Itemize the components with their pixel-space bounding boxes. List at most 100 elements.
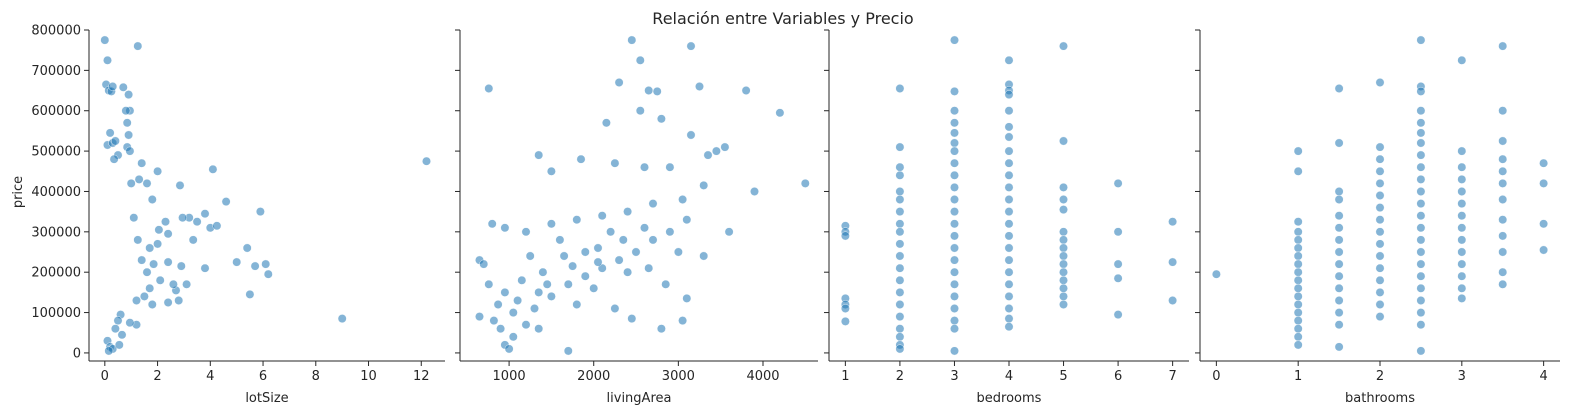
scatter-point	[1375, 312, 1385, 322]
scatter-point	[699, 251, 709, 261]
scatter-point	[652, 86, 662, 96]
scatter-point	[593, 257, 603, 267]
scatter-point	[154, 225, 164, 235]
scatter-point	[110, 136, 120, 146]
scatter-point	[1416, 235, 1426, 245]
scatter-point	[139, 291, 149, 301]
x-axis-label: lotSize	[245, 391, 288, 406]
scatter-point	[840, 231, 850, 241]
y-tick-label: 800000	[31, 24, 81, 39]
scatter-point	[750, 187, 759, 196]
scatter-point	[895, 312, 905, 322]
scatter-point	[644, 263, 654, 273]
scatter-point	[1293, 251, 1303, 261]
scatter-point	[686, 41, 696, 51]
scatter-point	[517, 275, 527, 285]
scatter-point	[1059, 275, 1068, 285]
scatter-point	[182, 279, 192, 289]
scatter-point	[576, 154, 586, 164]
scatter-point	[1334, 320, 1344, 330]
scatter-point	[699, 180, 709, 190]
scatter-point	[1004, 304, 1014, 313]
scatter-point	[1416, 106, 1426, 116]
scatter-point	[110, 324, 120, 334]
scatter-point	[1416, 138, 1426, 148]
scatter-point	[627, 35, 637, 45]
scatter-point	[682, 215, 692, 225]
scatter-point	[1457, 259, 1467, 269]
scatter-point	[1498, 279, 1508, 289]
scatter-point	[1457, 174, 1467, 184]
scatter-point	[686, 130, 696, 140]
scatter-point	[840, 304, 850, 313]
scatter-point	[188, 235, 198, 245]
scatter-point	[145, 283, 155, 293]
scatter-point	[895, 219, 905, 229]
scatter-point	[1168, 217, 1178, 227]
scatter-point	[525, 251, 535, 261]
scatter-point	[1293, 259, 1303, 269]
scatter-point	[1113, 273, 1123, 283]
scatter-point	[114, 340, 124, 350]
scatter-point	[129, 213, 139, 223]
scatter-point	[147, 300, 157, 309]
scatter-point	[1416, 296, 1426, 305]
scatter-point	[103, 55, 112, 65]
scatter-point	[504, 344, 514, 354]
scatter-point	[1539, 245, 1549, 255]
scatter-point	[895, 162, 905, 172]
scatter-point	[1457, 211, 1467, 221]
scatter-point	[122, 118, 132, 128]
scatter-point	[720, 142, 730, 152]
scatter-point	[950, 324, 959, 334]
scatter-point	[895, 227, 905, 237]
scatter-point	[1498, 267, 1508, 277]
scatter-point	[665, 162, 675, 172]
scatter-point	[508, 308, 518, 318]
scatter-point	[1498, 166, 1508, 176]
scatter-point	[635, 55, 645, 65]
x-tick-label: 1000	[493, 369, 526, 384]
x-tick-label: 10	[360, 369, 377, 384]
scatter-point	[142, 178, 152, 188]
scatter-point	[104, 346, 114, 356]
scatter-point	[1059, 227, 1068, 237]
scatter-point	[950, 158, 959, 168]
y-tick-label: 0	[73, 346, 81, 361]
scatter-point	[895, 251, 905, 261]
scatter-point	[950, 255, 959, 265]
scatter-point	[1416, 199, 1426, 209]
scatter-point	[661, 279, 671, 289]
scatter-point	[1004, 182, 1014, 192]
scatter-point	[513, 296, 523, 305]
scatter-point	[656, 114, 666, 124]
scatter-point	[1539, 178, 1549, 188]
scatter-point	[1498, 195, 1508, 204]
scatter-point	[1334, 211, 1344, 221]
scatter-point	[1293, 332, 1303, 342]
scatter-point	[118, 82, 128, 92]
x-tick-label: 7	[1168, 369, 1176, 384]
scatter-point	[521, 320, 531, 330]
scatter-point	[1004, 255, 1014, 265]
scatter-point	[546, 166, 556, 176]
scatter-point	[1113, 310, 1123, 320]
scatter-point	[563, 279, 573, 289]
x-tick-label: 6	[1114, 369, 1122, 384]
scatter-point	[950, 128, 959, 138]
scatter-point	[840, 316, 850, 326]
scatter-point	[1375, 166, 1385, 176]
scatter-point	[1059, 291, 1068, 301]
scatter-point	[546, 219, 556, 229]
scatter-point	[125, 318, 135, 328]
x-tick-label: 2	[153, 369, 161, 384]
scatter-point	[950, 182, 959, 192]
scatter-point	[640, 162, 649, 172]
scatter-point	[1293, 275, 1303, 285]
scatter-point	[1416, 211, 1426, 221]
scatter-point	[1293, 243, 1303, 253]
scatter-point	[1375, 203, 1385, 213]
scatter-point	[950, 35, 959, 45]
scatter-point	[108, 82, 118, 91]
